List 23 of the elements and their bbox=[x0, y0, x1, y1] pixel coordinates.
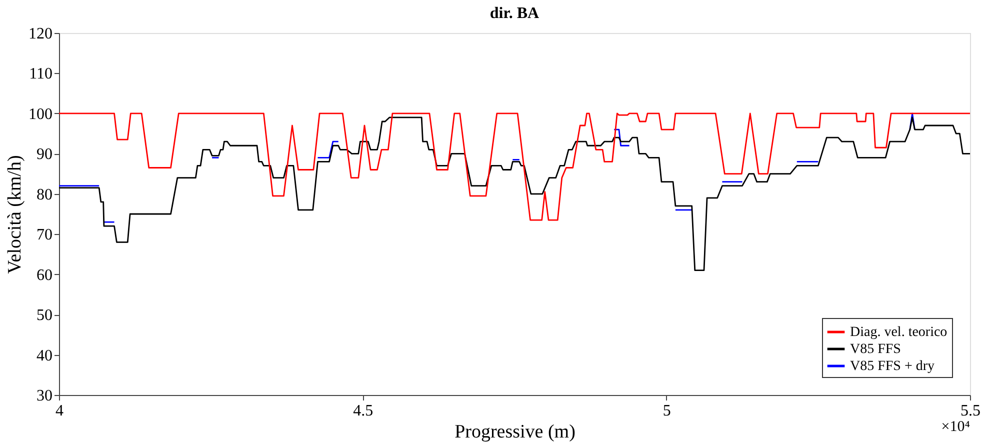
y-tick-label: 60 bbox=[36, 266, 52, 284]
y-tick-label: 100 bbox=[28, 106, 52, 123]
line-series bbox=[58, 116, 971, 272]
legend-label: V85 FFS bbox=[850, 342, 901, 357]
line-series bbox=[58, 112, 971, 221]
chart-title: dir. BA bbox=[490, 5, 540, 22]
legend-label: Diag. vel. teorico bbox=[850, 325, 948, 340]
y-tick-label: 120 bbox=[28, 26, 52, 42]
y-tick-label: 50 bbox=[36, 307, 52, 324]
y-tick-label: 30 bbox=[36, 388, 52, 404]
y-tick-label: 90 bbox=[36, 146, 52, 164]
x-axis-title: Progressive (m) bbox=[454, 422, 576, 442]
y-tick-label: 40 bbox=[36, 347, 52, 364]
x-tick-label: 4 bbox=[56, 402, 64, 420]
x-tick-label: 5 bbox=[662, 402, 671, 420]
x-tick-label: 4.5 bbox=[353, 402, 374, 420]
y-tick-label: 80 bbox=[36, 186, 52, 204]
legend-label: V85 FFS + dry bbox=[850, 359, 935, 374]
y-tick-label: 70 bbox=[36, 226, 52, 244]
y-tick-label: 110 bbox=[29, 66, 52, 83]
y-axis-title: Velocità (km/h) bbox=[4, 155, 26, 274]
text: ×10⁴ bbox=[941, 419, 970, 435]
x-tick-label: 5.5 bbox=[960, 402, 980, 420]
